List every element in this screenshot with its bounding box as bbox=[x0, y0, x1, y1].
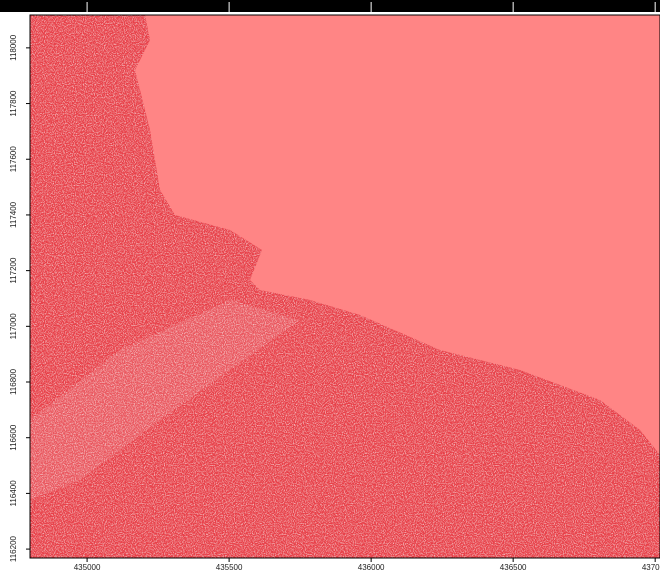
y-tick-label: 117400 bbox=[9, 201, 18, 228]
y-tick-label: 117800 bbox=[9, 90, 18, 117]
top-bar bbox=[0, 0, 660, 12]
y-tick-label: 116600 bbox=[9, 424, 18, 451]
y-tick-label: 116800 bbox=[9, 368, 18, 395]
x-tick-label: 435000 bbox=[74, 563, 101, 572]
x-tick-label: 436000 bbox=[358, 563, 385, 572]
x-tick-label: 435500 bbox=[216, 563, 243, 572]
y-tick-label: 117600 bbox=[9, 146, 18, 173]
y-tick-label: 116200 bbox=[9, 535, 18, 562]
chart: 435000 435500 436000 436500 437000 116200 1164… bbox=[0, 0, 660, 575]
x-tick-label: 436500 bbox=[500, 563, 527, 572]
y-tick-label: 117000 bbox=[9, 313, 18, 340]
y-tick-label: 116400 bbox=[9, 480, 18, 507]
x-tick-label: 437000 bbox=[642, 563, 660, 572]
y-tick-label: 117200 bbox=[9, 257, 18, 284]
y-tick-label: 118000 bbox=[9, 34, 18, 61]
